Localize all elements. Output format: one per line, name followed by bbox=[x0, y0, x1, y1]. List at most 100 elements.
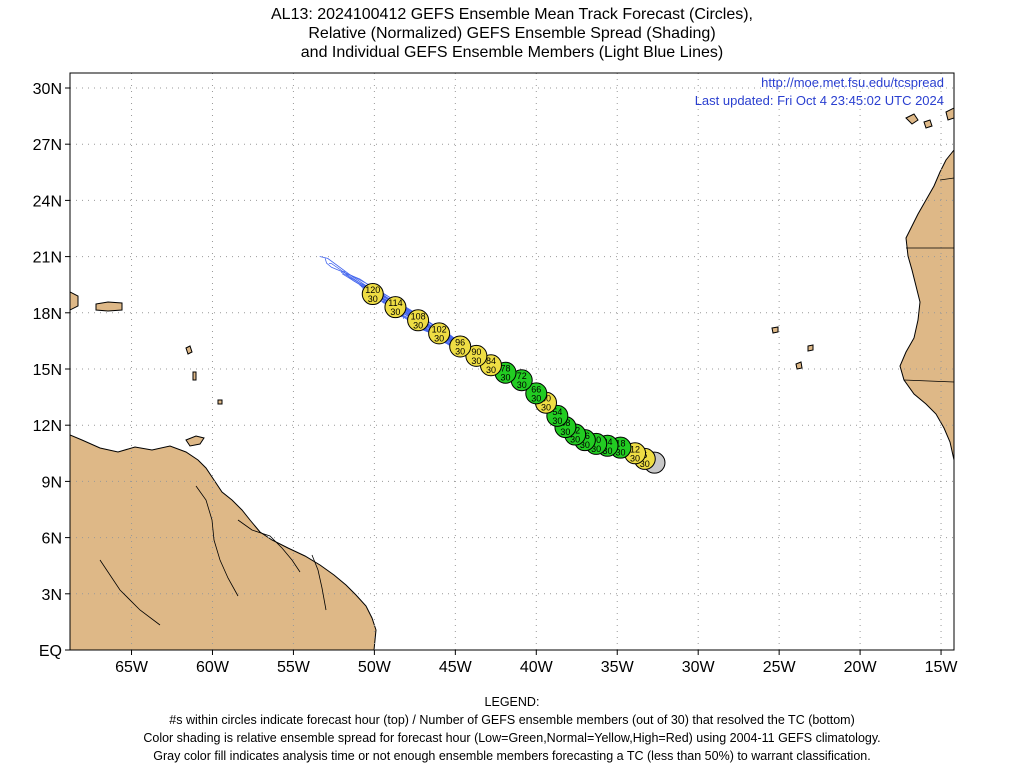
member-count-label: 30 bbox=[630, 453, 640, 463]
member-count-label: 30 bbox=[640, 459, 650, 469]
member-count-label: 30 bbox=[368, 294, 378, 304]
title-line-1: AL13: 2024100412 GEFS Ensemble Mean Trac… bbox=[271, 6, 753, 23]
chart-title: AL13: 2024100412 GEFS Ensemble Mean Trac… bbox=[0, 5, 1024, 62]
forecast-hour-label: 102 bbox=[432, 324, 447, 334]
lon-tick-label: 25W bbox=[763, 659, 797, 676]
south-america-land bbox=[70, 434, 377, 650]
member-count-label: 30 bbox=[486, 365, 496, 375]
martinique-island bbox=[192, 371, 197, 381]
track-point-circle bbox=[449, 335, 472, 358]
forecast-hour-label: 84 bbox=[486, 356, 496, 366]
lat-tick-label: 21N bbox=[33, 250, 62, 267]
member-count-label: 30 bbox=[591, 444, 601, 454]
forecast-hour-label: 12 bbox=[630, 444, 640, 454]
map-plot-area: 6301230183024303030363042304830543060306… bbox=[70, 73, 954, 650]
forecast-hour-label: 60 bbox=[541, 394, 551, 404]
member-count-label: 30 bbox=[455, 347, 465, 357]
lon-tick-label: 55W bbox=[277, 659, 311, 676]
guadeloupe-island bbox=[185, 345, 193, 355]
lon-tick-label: 20W bbox=[844, 659, 878, 676]
forecast-hour-label: 24 bbox=[603, 437, 613, 447]
member-count-label: 30 bbox=[552, 416, 562, 426]
forecast-hour-label: 120 bbox=[365, 285, 380, 295]
lat-tick-label: 3N bbox=[42, 587, 62, 604]
canary-island-2 bbox=[923, 119, 933, 129]
member-count-label: 30 bbox=[531, 393, 541, 403]
lat-tick-label: 6N bbox=[42, 531, 62, 548]
member-count-label: 30 bbox=[501, 373, 511, 383]
member-count-label: 30 bbox=[560, 427, 570, 437]
cape-verde-island-3 bbox=[807, 344, 814, 352]
lon-tick-label: 60W bbox=[196, 659, 230, 676]
lat-tick-label: 24N bbox=[33, 193, 62, 210]
lon-tick-label: 30W bbox=[682, 659, 716, 676]
lon-tick-label: 40W bbox=[520, 659, 554, 676]
lon-tick-label: 35W bbox=[601, 659, 635, 676]
last-updated: Last updated: Fri Oct 4 23:45:02 UTC 202… bbox=[695, 93, 944, 108]
hispaniola-island bbox=[70, 291, 79, 311]
plot-frame bbox=[69, 72, 955, 651]
legend-line-2: Color shading is relative ensemble sprea… bbox=[143, 731, 881, 745]
member-count-label: 30 bbox=[471, 356, 481, 366]
member-count-label: 30 bbox=[603, 446, 613, 456]
lat-tick-label: 27N bbox=[33, 137, 62, 154]
track-point-circle bbox=[384, 296, 407, 319]
forecast-hour-label: 66 bbox=[531, 384, 541, 394]
puerto-rico-island bbox=[95, 301, 123, 312]
lat-tick-label: 30N bbox=[33, 81, 62, 98]
title-line-3: and Individual GEFS Ensemble Members (Li… bbox=[300, 44, 724, 61]
member-count-label: 30 bbox=[390, 307, 400, 317]
latitude-axis: 30N 27N 24N 21N 18N 15N 12N 9N 6N 3N EQ bbox=[33, 81, 70, 660]
forecast-hour-label: 90 bbox=[471, 347, 481, 357]
barbados-island bbox=[217, 399, 223, 405]
lat-tick-label: 9N bbox=[42, 474, 62, 491]
forecast-hour-label: 78 bbox=[501, 364, 511, 374]
member-count-label: 30 bbox=[413, 320, 423, 330]
lat-tick-label: 18N bbox=[33, 306, 62, 323]
track-point-circle bbox=[525, 382, 548, 405]
member-count-label: 30 bbox=[570, 435, 580, 445]
member-count-label: 30 bbox=[541, 403, 551, 413]
lat-tick-label: 15N bbox=[33, 362, 62, 379]
forecast-hour-label: 96 bbox=[455, 338, 465, 348]
member-count-label: 30 bbox=[517, 380, 527, 390]
track-point-circle bbox=[361, 283, 384, 306]
source-url: http://moe.met.fsu.edu/tcspread bbox=[761, 75, 944, 90]
legend-line-1: #s within circles indicate forecast hour… bbox=[169, 713, 855, 727]
lon-tick-label: 50W bbox=[358, 659, 392, 676]
forecast-hour-label: 114 bbox=[388, 298, 402, 308]
longitude-axis: 65W 60W 55W 50W 45W 40W 35W 30W 25W 20W 15W bbox=[115, 650, 958, 676]
west-africa-land bbox=[899, 149, 954, 461]
canary-island-3 bbox=[945, 107, 954, 121]
forecast-hour-label: 108 bbox=[411, 311, 426, 321]
track-point-circle bbox=[428, 322, 451, 345]
forecast-hour-label: 72 bbox=[517, 371, 527, 381]
lon-tick-label: 65W bbox=[115, 659, 149, 676]
member-count-label: 30 bbox=[615, 448, 625, 458]
lon-tick-label: 15W bbox=[925, 659, 959, 676]
track-point-circle bbox=[407, 309, 430, 332]
title-line-2: Relative (Normalized) GEFS Ensemble Spre… bbox=[308, 25, 716, 42]
lat-tick-label: 12N bbox=[33, 418, 62, 435]
forecast-hour-label: 30 bbox=[591, 435, 601, 445]
member-count-label: 30 bbox=[434, 333, 444, 343]
land-masses bbox=[70, 107, 954, 650]
cape-verde-island-1 bbox=[771, 326, 779, 334]
legend-heading: LEGEND: bbox=[484, 695, 540, 709]
forecast-hour-label: 18 bbox=[615, 439, 625, 449]
canary-island-1 bbox=[905, 113, 919, 125]
lon-tick-label: 45W bbox=[439, 659, 473, 676]
lat-tick-label: EQ bbox=[39, 643, 62, 660]
country-borders bbox=[99, 177, 954, 626]
trinidad-island bbox=[185, 435, 205, 447]
legend-line-3: Gray color fill indicates analysis time … bbox=[153, 749, 871, 763]
mean-track-circles: 6301230183024303030363042304830543060306… bbox=[361, 283, 666, 474]
